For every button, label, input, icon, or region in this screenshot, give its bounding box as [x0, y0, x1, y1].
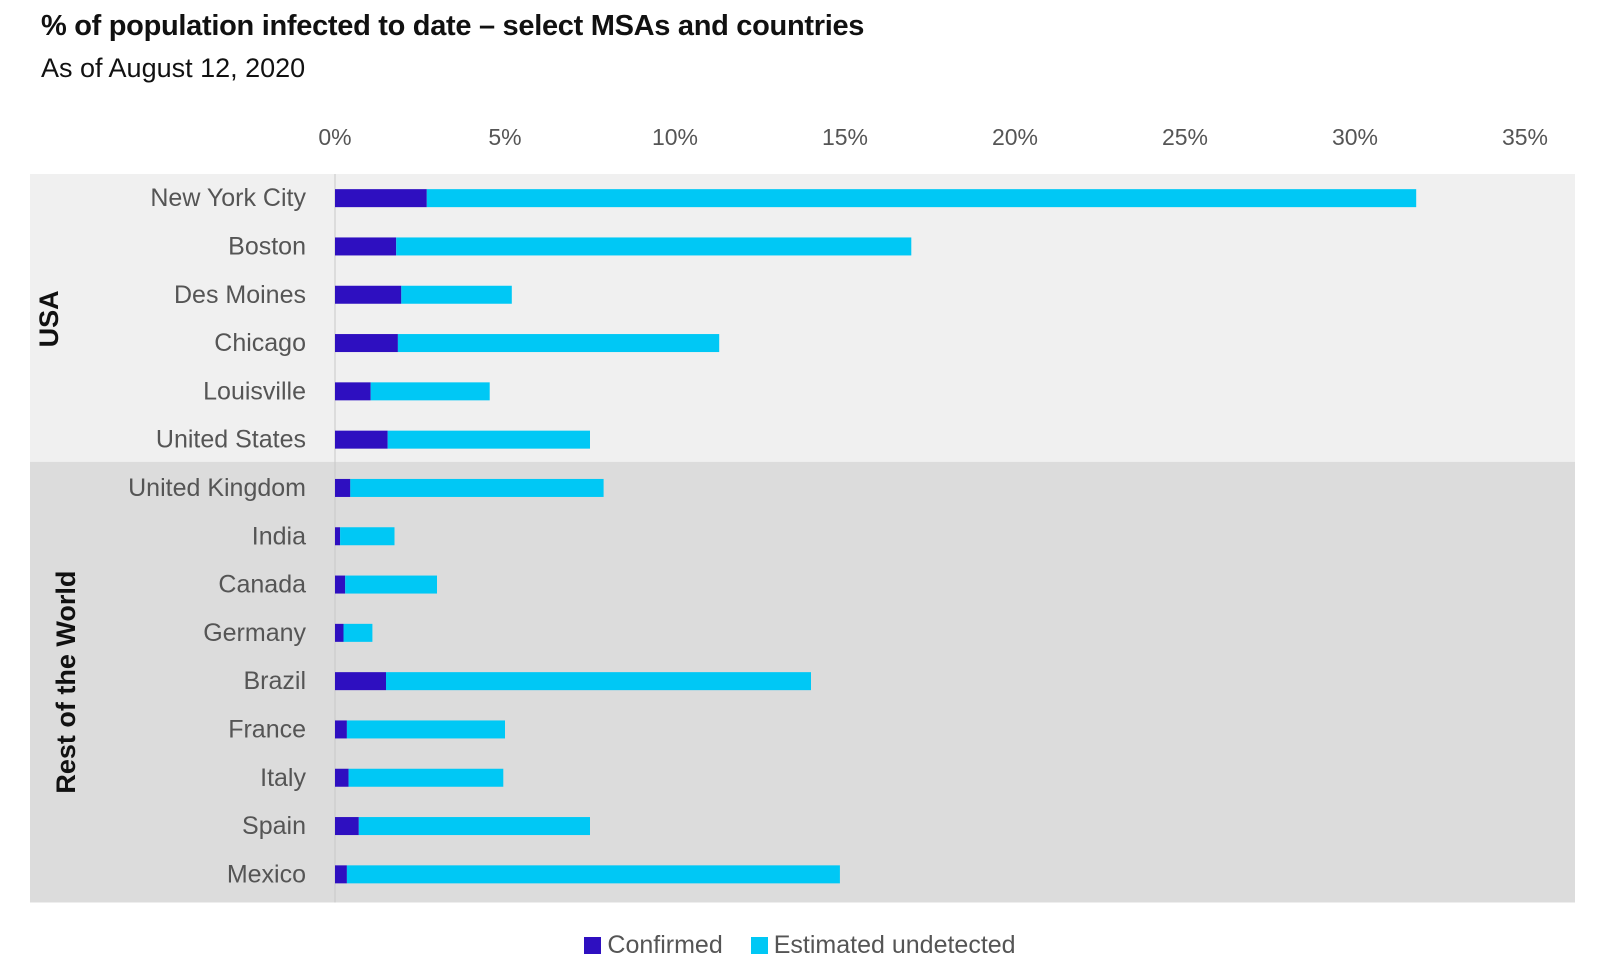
bar-estimated-undetected	[358, 817, 590, 836]
bar-estimated-undetected	[346, 720, 505, 739]
category-label: Mexico	[227, 860, 306, 888]
bar-confirmed	[335, 817, 359, 836]
chart-subtitle: As of August 12, 2020	[41, 53, 306, 83]
bar-confirmed	[335, 575, 346, 594]
x-tick-label: 0%	[318, 124, 351, 150]
legend-label-confirmed: Confirmed	[607, 931, 723, 959]
group-label-rest-of-world: Rest of the World	[51, 571, 81, 794]
bar-confirmed	[335, 285, 402, 304]
x-tick-label: 5%	[488, 124, 521, 150]
bar-confirmed	[335, 865, 347, 884]
bar-confirmed	[335, 623, 344, 642]
bar-confirmed	[335, 720, 347, 739]
legend-item-confirmed: Confirmed	[584, 931, 723, 960]
bar-estimated-undetected	[370, 382, 490, 401]
bar-estimated-undetected	[340, 527, 395, 546]
category-label: Des Moines	[174, 281, 306, 309]
bar-estimated-undetected	[345, 575, 437, 594]
bar-confirmed	[335, 189, 427, 208]
group-label-usa: USA	[34, 290, 64, 347]
bar-confirmed	[335, 672, 386, 691]
category-label: France	[228, 715, 306, 743]
x-tick-label: 20%	[992, 124, 1038, 150]
legend-swatch-undetected	[750, 937, 768, 954]
category-label: Chicago	[214, 329, 306, 357]
category-label: United States	[156, 426, 306, 454]
category-label: Italy	[260, 764, 306, 792]
category-label: India	[252, 522, 306, 550]
bar-confirmed	[335, 527, 341, 546]
bar-estimated-undetected	[387, 430, 590, 449]
bar-estimated-undetected	[343, 623, 373, 642]
x-tick-label: 30%	[1332, 124, 1378, 150]
x-tick-label: 15%	[822, 124, 868, 150]
category-label: New York City	[150, 184, 306, 212]
x-tick-label: 25%	[1162, 124, 1208, 150]
bar-estimated-undetected	[396, 237, 912, 256]
legend: Confirmed Estimated undetected	[0, 931, 1600, 960]
category-label: United Kingdom	[128, 474, 306, 502]
bar-chart: 0% 5% 10% 15% 20% 25% 30% 35% New York City Bosto…	[30, 124, 1575, 903]
bar-confirmed	[335, 478, 351, 497]
legend-label-undetected: Estimated undetected	[773, 931, 1016, 959]
category-label: Spain	[242, 812, 306, 840]
x-tick-label: 10%	[652, 124, 698, 150]
bar-confirmed	[335, 334, 398, 353]
bar-confirmed	[335, 768, 349, 787]
category-label: Brazil	[243, 667, 306, 695]
x-tick-label: 35%	[1502, 124, 1548, 150]
bar-estimated-undetected	[401, 285, 512, 304]
bar-confirmed	[335, 382, 371, 401]
bar-confirmed	[335, 430, 388, 449]
category-label: Germany	[203, 619, 306, 647]
bar-estimated-undetected	[386, 672, 811, 691]
bar-estimated-undetected	[426, 189, 1417, 208]
bar-estimated-undetected	[350, 478, 604, 497]
bar-confirmed	[335, 237, 397, 256]
chart-title: % of population infected to date – selec…	[41, 10, 865, 42]
legend-swatch-confirmed	[584, 937, 602, 954]
bar-estimated-undetected	[346, 865, 840, 884]
bar-estimated-undetected	[397, 334, 720, 353]
category-label: Louisville	[203, 377, 306, 405]
category-label: Canada	[218, 571, 306, 599]
category-label: Boston	[228, 232, 306, 260]
legend-item-undetected: Estimated undetected	[750, 931, 1016, 960]
group-band-usa	[30, 174, 1575, 462]
bar-estimated-undetected	[348, 768, 504, 787]
